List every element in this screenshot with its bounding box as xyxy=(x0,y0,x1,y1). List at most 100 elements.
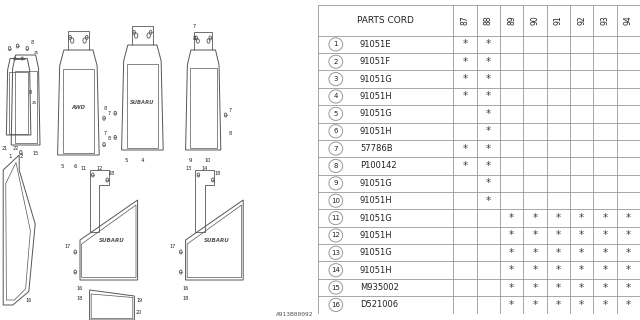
Text: 91051H: 91051H xyxy=(360,196,392,205)
Text: 7: 7 xyxy=(104,131,107,136)
Text: *: * xyxy=(602,213,607,223)
Text: 18: 18 xyxy=(109,171,115,176)
Text: 4: 4 xyxy=(141,158,144,164)
Text: *: * xyxy=(579,300,584,310)
Text: 16: 16 xyxy=(182,286,189,291)
Text: 91051G: 91051G xyxy=(360,248,393,257)
Text: 5: 5 xyxy=(125,158,128,164)
Text: *: * xyxy=(462,74,467,84)
Text: 12: 12 xyxy=(332,232,340,238)
Text: 20: 20 xyxy=(136,310,142,315)
Text: 91: 91 xyxy=(554,15,563,25)
Text: *: * xyxy=(556,248,561,258)
Text: *: * xyxy=(579,283,584,292)
Text: 9: 9 xyxy=(333,180,338,186)
Text: 18: 18 xyxy=(214,171,221,176)
Text: 91051G: 91051G xyxy=(360,179,393,188)
Text: 25: 25 xyxy=(32,100,37,105)
Text: *: * xyxy=(556,283,561,292)
Text: 13: 13 xyxy=(332,250,340,256)
Text: SUBARU: SUBARU xyxy=(99,237,125,243)
Text: 19: 19 xyxy=(136,298,142,303)
Text: 16: 16 xyxy=(332,302,340,308)
Text: 91051H: 91051H xyxy=(360,127,392,136)
Text: 8: 8 xyxy=(108,136,110,141)
Text: 1: 1 xyxy=(8,154,12,158)
Text: 91051G: 91051G xyxy=(360,109,393,118)
Text: 5: 5 xyxy=(333,111,338,117)
Text: SUBARU: SUBARU xyxy=(204,237,230,243)
Text: 92: 92 xyxy=(577,15,586,25)
Text: *: * xyxy=(579,213,584,223)
Text: 16: 16 xyxy=(26,298,32,302)
Text: 6: 6 xyxy=(333,128,338,134)
Text: *: * xyxy=(532,283,538,292)
Text: *: * xyxy=(602,265,607,275)
Text: *: * xyxy=(602,248,607,258)
Text: 4: 4 xyxy=(333,93,338,100)
Text: P100142: P100142 xyxy=(360,162,397,171)
Text: 91051H: 91051H xyxy=(360,92,392,101)
Text: *: * xyxy=(532,265,538,275)
Text: 2: 2 xyxy=(333,59,338,65)
Text: *: * xyxy=(602,283,607,292)
Text: *: * xyxy=(509,248,514,258)
Text: 91051E: 91051E xyxy=(360,40,392,49)
Text: *: * xyxy=(486,92,491,101)
Text: 91051H: 91051H xyxy=(360,231,392,240)
Text: 91051F: 91051F xyxy=(360,57,391,66)
Text: 94: 94 xyxy=(624,15,633,25)
Text: 7: 7 xyxy=(333,146,338,152)
Text: 7: 7 xyxy=(108,111,110,116)
Text: 89: 89 xyxy=(507,15,516,25)
Text: *: * xyxy=(509,265,514,275)
Text: 11: 11 xyxy=(332,215,340,221)
Text: *: * xyxy=(602,230,607,240)
Text: *: * xyxy=(579,265,584,275)
Text: 8: 8 xyxy=(229,131,232,136)
Text: 7: 7 xyxy=(193,24,196,29)
Text: *: * xyxy=(626,283,631,292)
Text: 8: 8 xyxy=(104,106,107,111)
Text: *: * xyxy=(486,39,491,49)
Text: *: * xyxy=(532,213,538,223)
Text: 10: 10 xyxy=(332,198,340,204)
Text: 93: 93 xyxy=(600,15,609,25)
Text: SUBARU: SUBARU xyxy=(130,100,155,105)
Text: 8: 8 xyxy=(333,163,338,169)
Text: *: * xyxy=(509,283,514,292)
Text: *: * xyxy=(626,230,631,240)
Text: *: * xyxy=(556,230,561,240)
Text: 22: 22 xyxy=(13,146,19,151)
Text: *: * xyxy=(532,230,538,240)
Text: *: * xyxy=(509,230,514,240)
Text: 14: 14 xyxy=(332,267,340,273)
Text: *: * xyxy=(486,144,491,154)
Text: *: * xyxy=(556,265,561,275)
Text: 91051G: 91051G xyxy=(360,213,393,223)
Text: A913B00092: A913B00092 xyxy=(276,313,314,317)
Text: 13: 13 xyxy=(186,166,192,171)
Text: 3: 3 xyxy=(333,76,338,82)
Text: 2: 2 xyxy=(19,154,22,158)
Text: 11: 11 xyxy=(80,166,86,171)
Text: *: * xyxy=(626,265,631,275)
Text: 12: 12 xyxy=(96,166,102,171)
Text: *: * xyxy=(462,144,467,154)
Text: 15: 15 xyxy=(32,151,38,156)
Text: *: * xyxy=(626,213,631,223)
Text: 16: 16 xyxy=(77,286,83,291)
Text: 91051H: 91051H xyxy=(360,266,392,275)
Text: 18: 18 xyxy=(182,296,189,301)
Text: 88: 88 xyxy=(484,15,493,25)
Text: *: * xyxy=(486,196,491,206)
Text: 17: 17 xyxy=(170,244,176,249)
Text: 14: 14 xyxy=(202,166,208,171)
Text: *: * xyxy=(556,300,561,310)
Text: *: * xyxy=(486,74,491,84)
Text: *: * xyxy=(532,248,538,258)
Text: *: * xyxy=(462,161,467,171)
Text: *: * xyxy=(626,300,631,310)
Text: 7: 7 xyxy=(229,108,232,113)
Text: 17: 17 xyxy=(64,244,70,249)
